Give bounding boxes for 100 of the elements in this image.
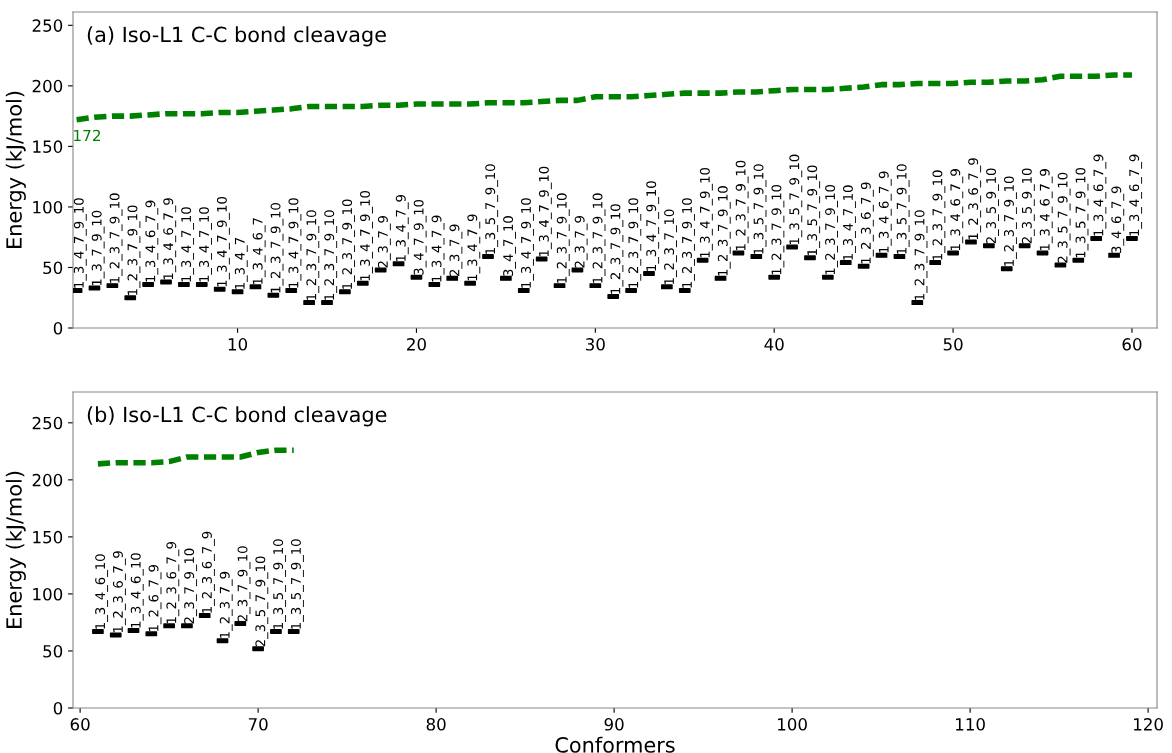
- y-tick-label: 100: [33, 200, 63, 214]
- data-label: 1_3_4_7_9_10: [73, 198, 87, 288]
- data-label: 1_3_4_7_9_10: [538, 166, 552, 257]
- data-label: 1_3_4_7_9: [431, 215, 445, 282]
- data-label: 1_3_4_7_10: [199, 207, 212, 282]
- data-label: 1_2_3_7_9: [219, 571, 233, 638]
- data-label: 1_2_3_7_9_10: [306, 210, 320, 300]
- data-label: 1_3_4_7_10: [181, 207, 195, 282]
- data-label: 1_2_3_7_9_10: [932, 170, 946, 260]
- data-label: 1_3_5_7_9_10: [273, 539, 287, 629]
- data-label: 1_3_4_7_10: [842, 185, 856, 260]
- data-label: 1_3_5_7_9_10: [753, 164, 767, 254]
- x-tick-label: 70: [248, 718, 268, 731]
- annotation: 172: [74, 129, 101, 142]
- data-label: 1_3_4_6_7_9: [1039, 169, 1053, 251]
- data-label: 2_3_7_9_10: [237, 546, 251, 622]
- data-label: 1_2_3_7_9_10: [914, 210, 928, 300]
- y-tick-label: 250: [32, 19, 63, 32]
- x-tick-label: 50: [943, 338, 963, 351]
- data-label: 1_2_3_7_9_10: [270, 203, 284, 293]
- data-label: 1_2_3_7_9_10: [610, 204, 624, 294]
- data-label: 2_3_7_9: [377, 216, 391, 268]
- data-label: 1_2_3_7_9_10: [735, 160, 749, 251]
- data-label: 2_3_7_9: [449, 224, 463, 276]
- data-label: 1_3_4_7_9_10: [288, 198, 302, 288]
- data-label: 1_2_3_7_9_10: [592, 193, 606, 283]
- x-tick-label: 40: [764, 338, 784, 351]
- y-tick-label: 200: [32, 473, 63, 487]
- data-label: 1_3_4_7_9_10: [646, 181, 660, 271]
- data-label: 1_2_3_7_9_10: [109, 193, 123, 283]
- data-label: 1_2_3_7_9_10: [717, 186, 731, 276]
- data-label: 1_2_3_6_7_9: [166, 542, 180, 624]
- y-tick-label: 150: [33, 530, 63, 544]
- data-label: 1_3_5_7_9_10: [807, 165, 821, 255]
- data-label: 1_2_3_6_7_9: [112, 551, 126, 633]
- y-tick-label: 250: [32, 416, 63, 430]
- data-label: 1_3_4_7_9_10: [360, 190, 373, 281]
- y-tick-label: 150: [33, 140, 63, 153]
- data-label: 1_2_3_7_9_10: [681, 198, 695, 288]
- data-label: 1_3_4_6_7_9: [1093, 154, 1107, 236]
- x-tick-label: 10: [228, 338, 248, 351]
- x-tick-label: 90: [604, 718, 624, 731]
- data-label: 2_3_7_9: [574, 216, 588, 268]
- data-label: 1_3_4_7_9_10: [520, 198, 534, 288]
- x-tick-label: 100: [778, 718, 807, 731]
- y-axis-title: Energy (kJ/mol): [5, 91, 26, 248]
- y-tick-label: 50: [43, 644, 63, 658]
- data-label: 1_3_5_7_9_10: [290, 539, 304, 629]
- data-label: 1_3_4_6_7_9: [950, 169, 964, 251]
- data-label: 1_3_4_6_7_9: [1129, 154, 1143, 236]
- x-tick-label: 120: [1134, 718, 1163, 731]
- data-label: 1_3_5_7_9_10: [1075, 167, 1089, 258]
- y-tick-label: 0: [53, 321, 63, 335]
- y-tick-label: 50: [43, 261, 63, 275]
- data-label: 1_3_4_7: [234, 238, 248, 289]
- data-label: 3_4_7_10: [503, 216, 517, 276]
- y-tick-label: 200: [32, 79, 63, 93]
- data-label: 1_2_3_7_9_10: [771, 184, 785, 275]
- text: (a) Iso-L1 C-C bond cleavage: [87, 26, 386, 47]
- data-label: 1_2_6_7_9: [148, 565, 162, 632]
- data-label: 1_3_7_9_10: [91, 210, 105, 286]
- data-label: 1_3_4_6_7_9: [163, 198, 177, 280]
- x-tick-label: 80: [426, 718, 446, 731]
- data-label: 2_3_5_9_10: [1021, 168, 1035, 244]
- data-label: 2_3_5_7_9_10: [255, 556, 269, 647]
- y-axis-title: Energy (kJ/mol): [5, 471, 26, 628]
- x-tick-label: 20: [407, 338, 426, 351]
- data-label: 1_2_3_7_9_10: [556, 193, 570, 283]
- data-label: 1_3_4_7_9_10: [699, 167, 713, 258]
- data-label: 1_3_4_6_7_9: [878, 171, 892, 253]
- data-label: 3_4_6_7_9: [1111, 186, 1125, 253]
- x-tick-label: 60: [70, 718, 90, 731]
- data-label: 1_2_3_7_9_10: [342, 199, 356, 289]
- data-label: 1_3_4_7_9_10: [216, 196, 230, 287]
- text: (b) Iso-L1 C-C bond cleavage: [87, 406, 387, 427]
- data-label: 1_2_3_7_9_10: [324, 210, 338, 300]
- data-label: 1_2_3_6_7_9: [860, 182, 874, 264]
- data-label: 1_3_5_7_9_10: [485, 164, 499, 254]
- data-label: 2_3_5_7_9_10: [1057, 172, 1071, 263]
- data-label: 1_2_3_7_9_10: [628, 198, 642, 288]
- data-label: 2_3_7_9_10: [184, 548, 198, 624]
- data-label: 1_3_4_6_7_9: [145, 200, 159, 282]
- x-tick-label: 30: [585, 338, 605, 351]
- x-tick-label: 60: [1122, 338, 1142, 351]
- x-tick-label: 110: [956, 718, 985, 731]
- data-label: 2_3_5_9_10: [986, 168, 999, 244]
- data-label: 1_3_4_6_7: [252, 218, 266, 284]
- data-label: 1_2_3_6_7_9: [968, 158, 982, 240]
- data-label: 3_4_7_9_10: [413, 199, 427, 275]
- data-label: 1_3_4_6_10: [130, 553, 144, 628]
- data-label: 1_2_3_7_9_10: [127, 205, 141, 295]
- data-label: 1_2_3_7_10: [664, 209, 677, 284]
- data-label: 1_3_5_7_9_10: [896, 164, 910, 254]
- data-label: 1_2_3_6_7_9: [201, 531, 215, 613]
- x-axis-title: Conformers: [555, 736, 675, 753]
- y-tick-label: 0: [53, 701, 63, 715]
- data-label: 1_3_4_6_10: [95, 554, 109, 629]
- data-label: 1_2_3_7_9_10: [825, 184, 838, 275]
- data-label: 1_3_4_7_9: [467, 214, 481, 281]
- data-label: 1_2_3_7_9_10: [1003, 176, 1017, 266]
